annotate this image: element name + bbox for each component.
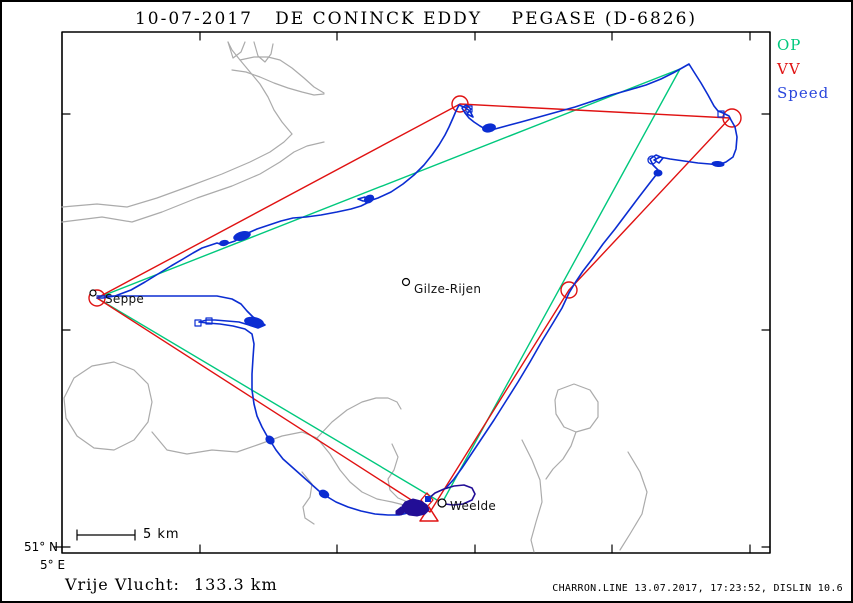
program-credit-line: CHARRON.LINE 13.07.2017, 17:23:52, DISLI… bbox=[552, 583, 843, 594]
thermal-blob bbox=[233, 231, 251, 241]
place-marker-weelde bbox=[437, 498, 447, 508]
track-marker-square bbox=[194, 319, 202, 327]
map-coast-north-bank bbox=[61, 133, 293, 208]
map-contour-east-s bbox=[521, 439, 543, 553]
page-title: 10-07-2017 DE CONINCK EDDY PEGASE (D-682… bbox=[134, 9, 698, 29]
track-marker-square bbox=[717, 110, 725, 118]
map-contour-far-east bbox=[619, 451, 648, 551]
thermal-blob bbox=[363, 194, 375, 204]
axis-ticks-top bbox=[199, 31, 751, 41]
map-coast-south-bank bbox=[61, 141, 325, 223]
track-marker-circle bbox=[647, 155, 657, 165]
map-contour-south-small bbox=[301, 471, 315, 525]
map-river-finger-b bbox=[253, 41, 274, 63]
place-marker-gilze bbox=[401, 277, 411, 287]
scale-bar bbox=[76, 529, 136, 541]
map-contour-weelde-west bbox=[387, 443, 421, 508]
place-marker-seppe bbox=[89, 289, 97, 297]
flight-distance-value: 133.3 km bbox=[193, 575, 278, 594]
track-marker-square bbox=[205, 317, 213, 325]
map-river-arm-lower bbox=[231, 69, 325, 96]
place-label-gilze-rijen: Gilze-Rijen bbox=[414, 282, 482, 296]
thermal-blob bbox=[265, 435, 275, 445]
track-speed-weelde-loop bbox=[427, 484, 476, 506]
track-marker-square bbox=[465, 105, 473, 113]
plot-frame bbox=[61, 31, 771, 554]
thermal-blob bbox=[482, 123, 496, 133]
thermal-blob bbox=[244, 316, 264, 328]
track-op bbox=[96, 68, 681, 504]
map-river-finger-a bbox=[227, 41, 246, 59]
map-contour-mid bbox=[151, 431, 405, 506]
map-river-arm-upper bbox=[239, 56, 325, 94]
place-label-weelde: Weelde bbox=[450, 499, 497, 513]
axis-ticks-right bbox=[761, 113, 771, 548]
thermal-blob bbox=[318, 489, 330, 499]
track-speed-ground-blob-2 bbox=[395, 506, 407, 516]
legend-item-op: OP bbox=[777, 36, 802, 54]
track-speed-ground-blob bbox=[401, 498, 430, 517]
place-label-seppe: Seppe bbox=[105, 292, 145, 306]
flight-type-label: Vrije Vlucht: bbox=[65, 575, 180, 594]
axis-ticks-left bbox=[53, 113, 71, 548]
legend-item-vv: VV bbox=[777, 60, 801, 78]
legend-item-speed: Speed bbox=[777, 84, 830, 102]
track-speed-west-leg bbox=[96, 295, 409, 516]
scale-bar-label: 5 km bbox=[143, 527, 180, 542]
thermal-blob bbox=[219, 239, 229, 247]
latitude-label: 51° N bbox=[23, 540, 58, 554]
map-contour-rise bbox=[316, 397, 402, 439]
flight-summary: Vrije Vlucht: 133.3 km bbox=[65, 575, 278, 594]
track-speed-main bbox=[96, 63, 738, 489]
thermal-blob bbox=[653, 169, 663, 177]
map-region-gilze-tail bbox=[545, 431, 577, 480]
turnpoint-circle-mid bbox=[560, 281, 578, 299]
turnpoint-circle-north bbox=[451, 95, 469, 113]
axis-ticks-bottom bbox=[199, 544, 751, 554]
map-river-branch bbox=[227, 41, 293, 135]
track-marker-square-filled bbox=[425, 496, 431, 502]
map-region-west-blob bbox=[63, 361, 153, 451]
thermal-blob bbox=[711, 160, 725, 168]
map-region-gilze-blob bbox=[554, 383, 599, 433]
longitude-label: 5° E bbox=[40, 558, 66, 572]
track-vv bbox=[96, 103, 731, 513]
turnpoint-circle-northeast bbox=[722, 108, 742, 128]
